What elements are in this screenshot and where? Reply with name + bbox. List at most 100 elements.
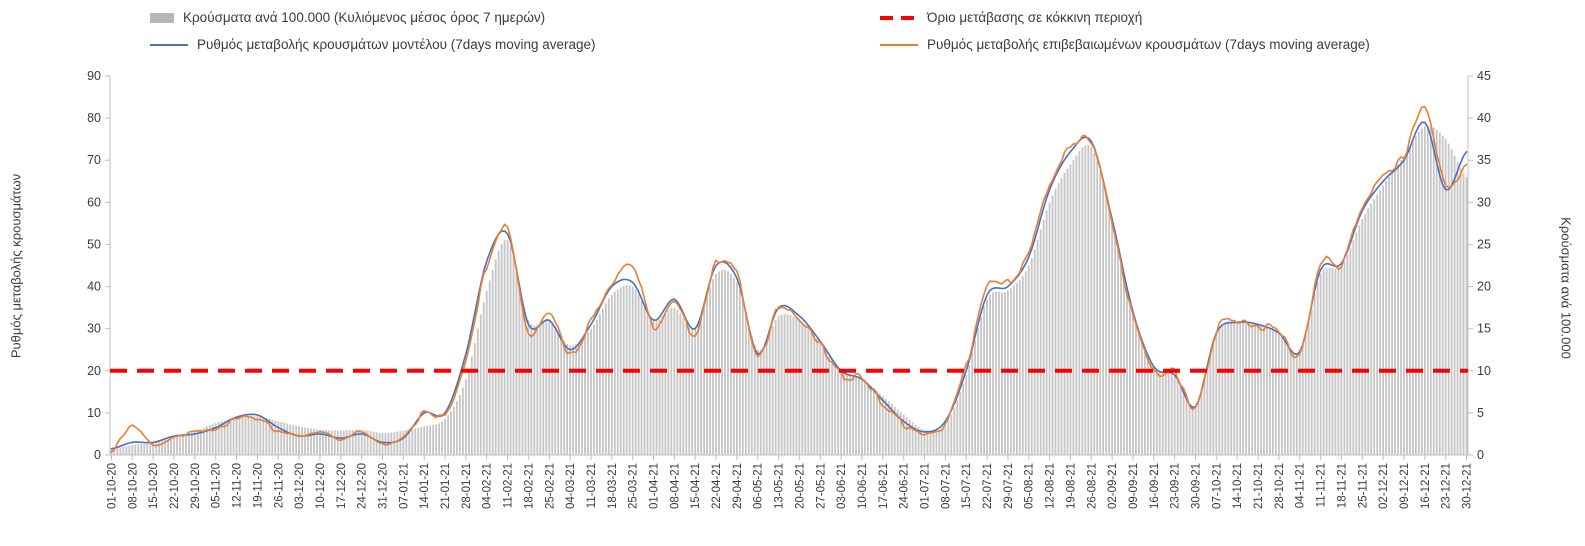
svg-text:15-10-20: 15-10-20 — [148, 463, 160, 509]
svg-text:12-11-20: 12-11-20 — [232, 463, 244, 508]
svg-text:5: 5 — [1477, 406, 1484, 420]
svg-text:28-10-21: 28-10-21 — [1274, 463, 1286, 509]
svg-text:11-11-21: 11-11-21 — [1316, 463, 1328, 507]
svg-text:20: 20 — [1477, 280, 1491, 294]
svg-text:25-02-21: 25-02-21 — [544, 463, 556, 509]
model-line-swatch-icon — [150, 43, 188, 46]
legend-label-cases-bars: Κρούσματα ανά 100.000 (Κυλιόμενος μέσος … — [183, 10, 546, 25]
svg-text:10: 10 — [87, 406, 101, 420]
svg-text:26-08-21: 26-08-21 — [1086, 463, 1098, 509]
svg-text:13-05-21: 13-05-21 — [774, 463, 786, 509]
svg-text:07-01-21: 07-01-21 — [398, 463, 410, 509]
svg-text:25-11-21: 25-11-21 — [1357, 463, 1369, 508]
svg-text:80: 80 — [87, 111, 101, 125]
svg-text:40: 40 — [1477, 111, 1491, 125]
svg-text:14-10-21: 14-10-21 — [1232, 463, 1244, 509]
svg-text:15-04-21: 15-04-21 — [690, 463, 702, 509]
svg-text:16-12-21: 16-12-21 — [1420, 463, 1432, 509]
svg-text:40: 40 — [87, 280, 101, 294]
svg-text:22-07-21: 22-07-21 — [982, 463, 994, 509]
svg-text:28-01-21: 28-01-21 — [461, 463, 473, 509]
svg-text:35: 35 — [1477, 153, 1491, 167]
svg-text:90: 90 — [87, 69, 101, 83]
svg-text:30-09-21: 30-09-21 — [1191, 463, 1203, 509]
svg-text:29-07-21: 29-07-21 — [1003, 463, 1015, 509]
svg-text:25-03-21: 25-03-21 — [628, 463, 640, 509]
svg-text:60: 60 — [87, 195, 101, 209]
svg-text:06-05-21: 06-05-21 — [753, 463, 765, 509]
svg-text:29-10-20: 29-10-20 — [190, 463, 202, 509]
svg-text:31-12-20: 31-12-20 — [377, 463, 389, 509]
svg-text:05-08-21: 05-08-21 — [1024, 463, 1036, 509]
confirmed-line-swatch-icon — [880, 43, 918, 46]
svg-text:03-06-21: 03-06-21 — [836, 463, 848, 509]
svg-text:11-03-21: 11-03-21 — [586, 463, 598, 508]
svg-text:15-07-21: 15-07-21 — [961, 463, 973, 509]
svg-text:30: 30 — [1477, 195, 1491, 209]
svg-text:04-03-21: 04-03-21 — [565, 463, 577, 509]
legend-label-model-rate: Ρυθμός μεταβολής κρουσμάτων μοντέλου (7d… — [197, 37, 596, 52]
svg-text:10-06-21: 10-06-21 — [857, 463, 869, 509]
svg-text:0: 0 — [1477, 448, 1484, 462]
legend-item-model-rate: Ρυθμός μεταβολής κρουσμάτων μοντέλου (7d… — [150, 37, 596, 52]
svg-text:04-11-21: 04-11-21 — [1295, 463, 1307, 508]
svg-text:50: 50 — [87, 237, 101, 251]
svg-text:08-07-21: 08-07-21 — [940, 463, 952, 509]
svg-text:20-05-21: 20-05-21 — [794, 463, 806, 509]
svg-text:08-10-20: 08-10-20 — [127, 463, 139, 509]
svg-text:45: 45 — [1477, 69, 1491, 83]
svg-text:10: 10 — [1477, 364, 1491, 378]
svg-text:22-04-21: 22-04-21 — [711, 463, 723, 509]
svg-text:70: 70 — [87, 153, 101, 167]
svg-text:03-12-20: 03-12-20 — [294, 463, 306, 509]
bar-series-swatch-icon — [150, 12, 174, 23]
svg-text:01-07-21: 01-07-21 — [920, 463, 932, 509]
svg-text:16-09-21: 16-09-21 — [1149, 463, 1161, 509]
legend-item-confirmed-rate: Ρυθμός μεταβολής επιβεβαιωμένων κρουσμάτ… — [880, 37, 1370, 52]
svg-text:19-08-21: 19-08-21 — [1065, 463, 1077, 509]
svg-text:30: 30 — [87, 322, 101, 336]
threshold-dashed-swatch-icon — [880, 15, 918, 20]
svg-text:09-12-21: 09-12-21 — [1399, 463, 1411, 509]
svg-text:24-06-21: 24-06-21 — [899, 463, 911, 509]
svg-text:26-11-20: 26-11-20 — [273, 463, 285, 508]
svg-text:01-04-21: 01-04-21 — [648, 463, 660, 509]
svg-text:18-03-21: 18-03-21 — [607, 463, 619, 509]
svg-text:11-02-21: 11-02-21 — [503, 463, 515, 508]
svg-text:01-10-20: 01-10-20 — [106, 463, 118, 509]
svg-text:25: 25 — [1477, 237, 1491, 251]
svg-text:21-01-21: 21-01-21 — [440, 463, 452, 509]
svg-text:02-12-21: 02-12-21 — [1378, 463, 1390, 509]
svg-text:29-04-21: 29-04-21 — [732, 463, 744, 509]
svg-text:08-04-21: 08-04-21 — [669, 463, 681, 509]
svg-text:07-10-21: 07-10-21 — [1211, 463, 1223, 509]
svg-text:19-11-20: 19-11-20 — [252, 463, 264, 508]
svg-text:09-09-21: 09-09-21 — [1128, 463, 1140, 509]
svg-text:02-09-21: 02-09-21 — [1107, 463, 1119, 509]
svg-text:18-11-21: 18-11-21 — [1336, 463, 1348, 508]
svg-text:21-10-21: 21-10-21 — [1253, 463, 1265, 509]
legend-item-cases-bars: Κρούσματα ανά 100.000 (Κυλιόμενος μέσος … — [150, 10, 545, 25]
svg-text:24-12-20: 24-12-20 — [357, 463, 369, 509]
svg-text:23-09-21: 23-09-21 — [1170, 463, 1182, 509]
svg-text:10-12-20: 10-12-20 — [315, 463, 327, 509]
svg-text:14-01-21: 14-01-21 — [419, 463, 431, 509]
svg-text:15: 15 — [1477, 322, 1491, 336]
svg-text:22-10-20: 22-10-20 — [169, 463, 181, 509]
svg-text:0: 0 — [94, 448, 101, 462]
svg-text:20: 20 — [87, 364, 101, 378]
svg-text:17-06-21: 17-06-21 — [878, 463, 890, 509]
legend-label-threshold: Όριο μετάβασης σε κόκκινη περιοχή — [927, 10, 1143, 25]
svg-text:04-02-21: 04-02-21 — [482, 463, 494, 509]
svg-text:17-12-20: 17-12-20 — [336, 463, 348, 509]
svg-text:12-08-21: 12-08-21 — [1045, 463, 1057, 509]
svg-text:23-12-21: 23-12-21 — [1441, 463, 1453, 509]
svg-text:18-02-21: 18-02-21 — [523, 463, 535, 509]
legend-item-threshold: Όριο μετάβασης σε κόκκινη περιοχή — [880, 10, 1142, 25]
legend-label-confirmed-rate: Ρυθμός μεταβολής επιβεβαιωμένων κρουσμάτ… — [927, 37, 1370, 52]
svg-text:27-05-21: 27-05-21 — [815, 463, 827, 509]
svg-text:05-11-20: 05-11-20 — [211, 463, 223, 508]
svg-text:30-12-21: 30-12-21 — [1462, 463, 1474, 509]
